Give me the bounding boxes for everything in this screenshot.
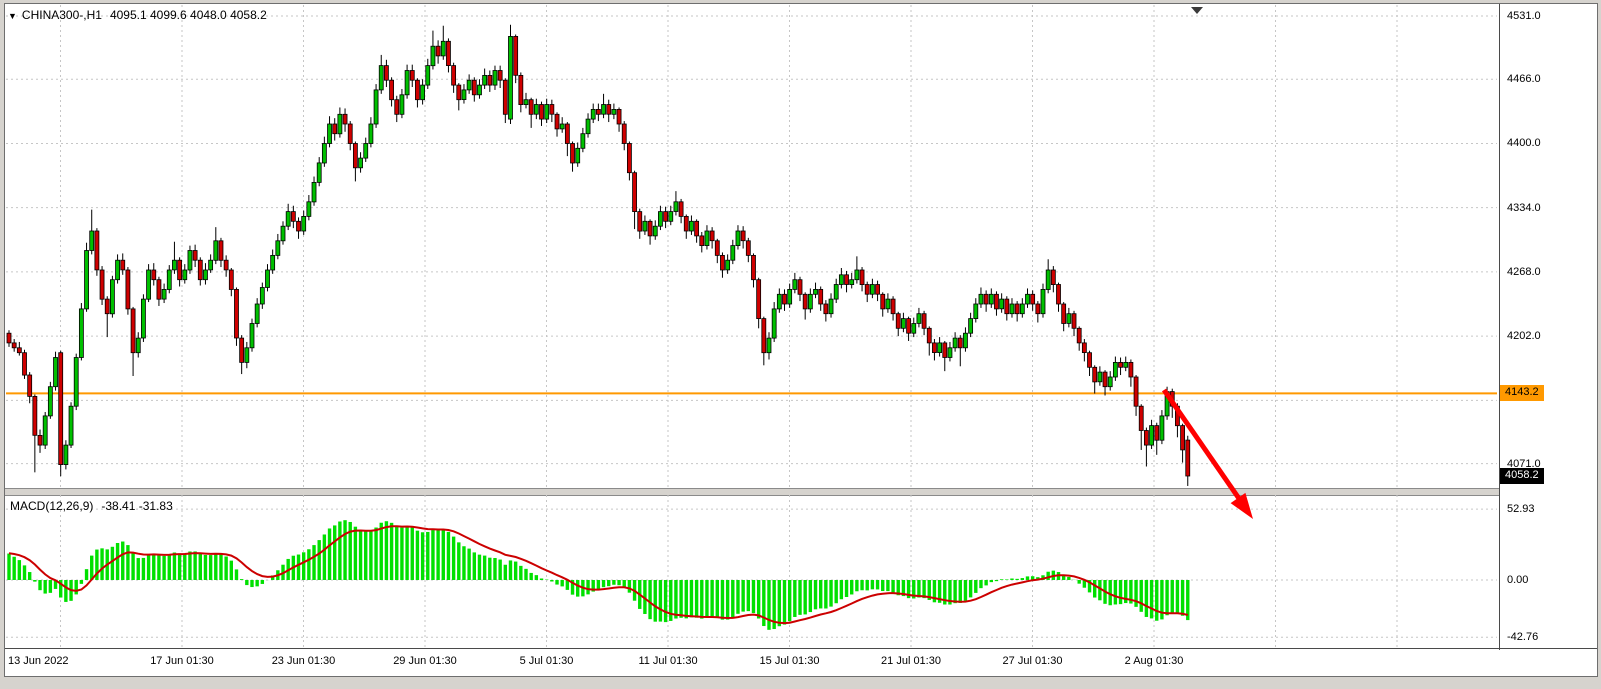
trend-arrow[interactable] bbox=[1161, 388, 1253, 519]
panel-splitter[interactable] bbox=[5, 488, 1499, 496]
chart-widget[interactable] bbox=[4, 3, 1598, 677]
macd-histogram bbox=[7, 520, 1190, 630]
time-axis-border bbox=[5, 648, 1597, 649]
time-axis[interactable] bbox=[5, 649, 1499, 673]
price-axis[interactable] bbox=[1499, 4, 1597, 650]
candlestick-series bbox=[6, 24, 1191, 486]
shift-marker-icon bbox=[1191, 7, 1203, 14]
time-gridlines bbox=[60, 5, 1398, 647]
macd-gridlines bbox=[6, 508, 1497, 638]
macd-signal-line bbox=[8, 525, 1189, 625]
price-gridlines bbox=[6, 15, 1497, 465]
